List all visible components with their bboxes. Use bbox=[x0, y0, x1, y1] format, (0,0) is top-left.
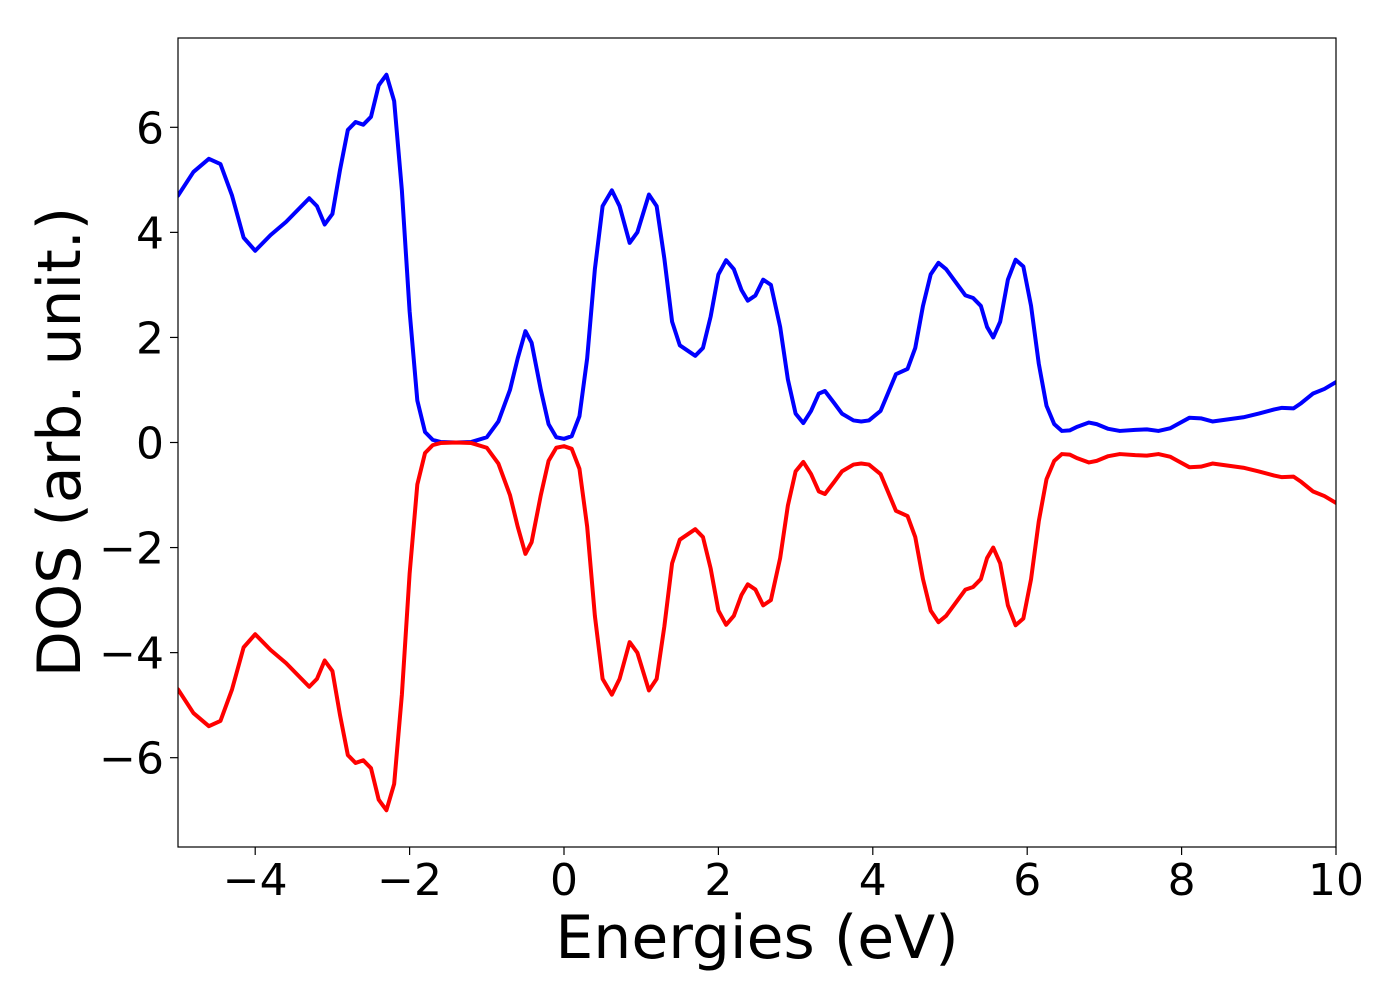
series-layer bbox=[178, 72, 1336, 813]
x-tick-label: 0 bbox=[550, 855, 578, 906]
x-axis: −4 −2 0 2 4 6 8 10 bbox=[223, 847, 1364, 906]
x-axis-title: Energies (eV) bbox=[555, 903, 958, 973]
y-tick-label: 6 bbox=[136, 103, 164, 154]
x-tick-label: 2 bbox=[704, 855, 732, 906]
x-tick-label: 4 bbox=[859, 855, 887, 906]
y-tick-label: 2 bbox=[136, 313, 164, 364]
series-line-1 bbox=[178, 440, 1336, 813]
y-tick-label: −4 bbox=[99, 629, 164, 680]
y-tick-label: −6 bbox=[99, 734, 164, 785]
x-tick-label: 8 bbox=[1168, 855, 1196, 906]
y-tick-label: 0 bbox=[136, 419, 164, 470]
y-axis: −6 −4 −2 0 2 4 6 bbox=[99, 103, 178, 785]
x-tick-label: −2 bbox=[377, 855, 442, 906]
series-line-0 bbox=[178, 72, 1336, 445]
y-tick-label: 4 bbox=[136, 208, 164, 259]
x-tick-label: −4 bbox=[223, 855, 288, 906]
x-tick-label: 6 bbox=[1013, 855, 1041, 906]
plot-frame bbox=[177, 37, 1337, 848]
y-axis-title: DOS (arb. unit.) bbox=[25, 207, 95, 677]
y-tick-label: −2 bbox=[99, 524, 164, 575]
x-tick-label: 10 bbox=[1308, 855, 1364, 906]
